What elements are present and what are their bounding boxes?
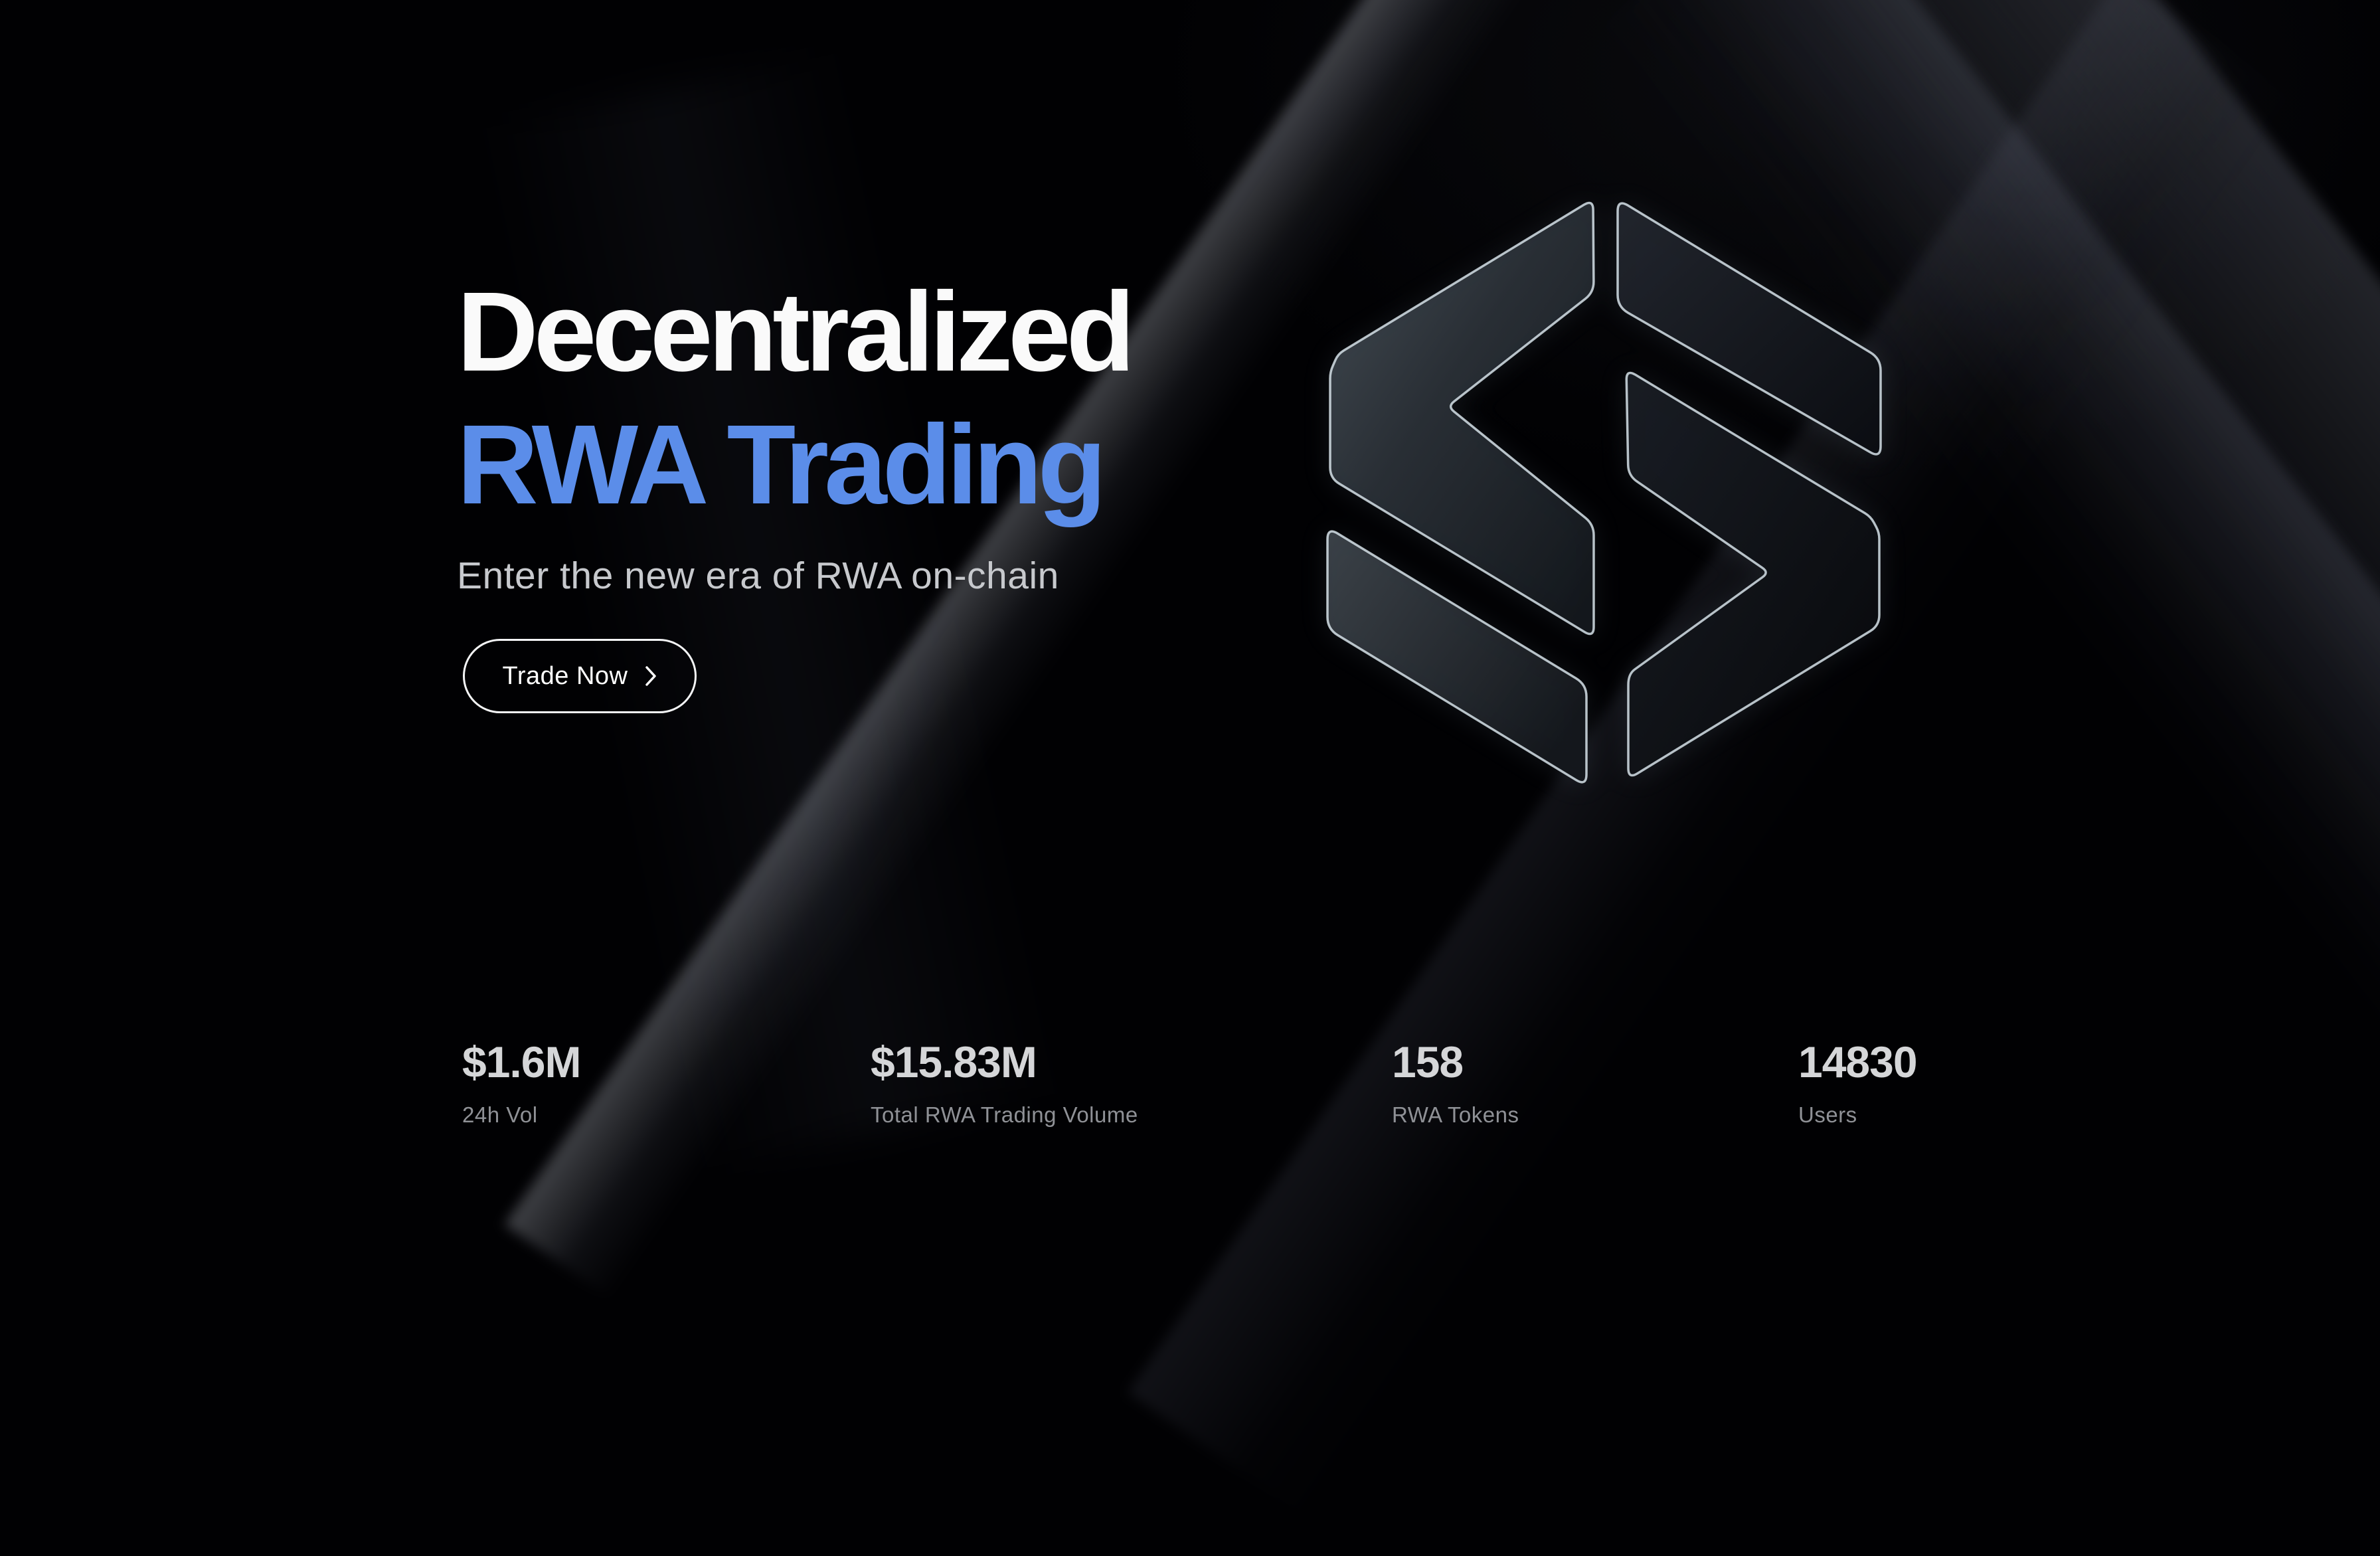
stat-label: RWA Tokens (1392, 1102, 1519, 1127)
stat-label: 24h Vol (462, 1102, 538, 1127)
stat-value: 14830 (1798, 1037, 1918, 1086)
stat-label: Users (1798, 1102, 1857, 1127)
logo-panel-top-right (1616, 202, 1882, 456)
title-line-1: Decentralized (457, 269, 1135, 395)
trade-now-label: Trade Now (502, 661, 628, 690)
logo-panel-bottom-right (1625, 371, 1881, 777)
stat-value: 158 (1392, 1037, 1464, 1086)
logo-panel-top-left (1329, 201, 1595, 636)
hero-subtitle: Enter the new era of RWA on-chain (457, 555, 1059, 597)
trade-now-button[interactable]: Trade Now (463, 639, 697, 713)
stat-value: $15.83M (871, 1037, 1037, 1086)
logo-panel-bottom-left (1326, 530, 1588, 784)
stat-label: Total RWA Trading Volume (871, 1102, 1138, 1127)
glass-s-logo (1326, 201, 1882, 784)
stat-users: 14830 Users (1798, 1037, 1918, 1128)
stat-value: $1.6M (462, 1037, 581, 1086)
stat-total-volume: $15.83M Total RWA Trading Volume (871, 1040, 1138, 1128)
hero-section: Decentralized RWA Trading (457, 266, 1135, 531)
title-line-2: RWA Trading (457, 402, 1106, 528)
chevron-right-icon (645, 666, 657, 686)
stat-24h-vol: $1.6M 24h Vol (462, 1037, 581, 1128)
stat-rwa-tokens: 158 RWA Tokens (1392, 1040, 1519, 1128)
page-title: Decentralized RWA Trading (457, 266, 1135, 531)
bg-glow (0, 0, 2380, 1164)
